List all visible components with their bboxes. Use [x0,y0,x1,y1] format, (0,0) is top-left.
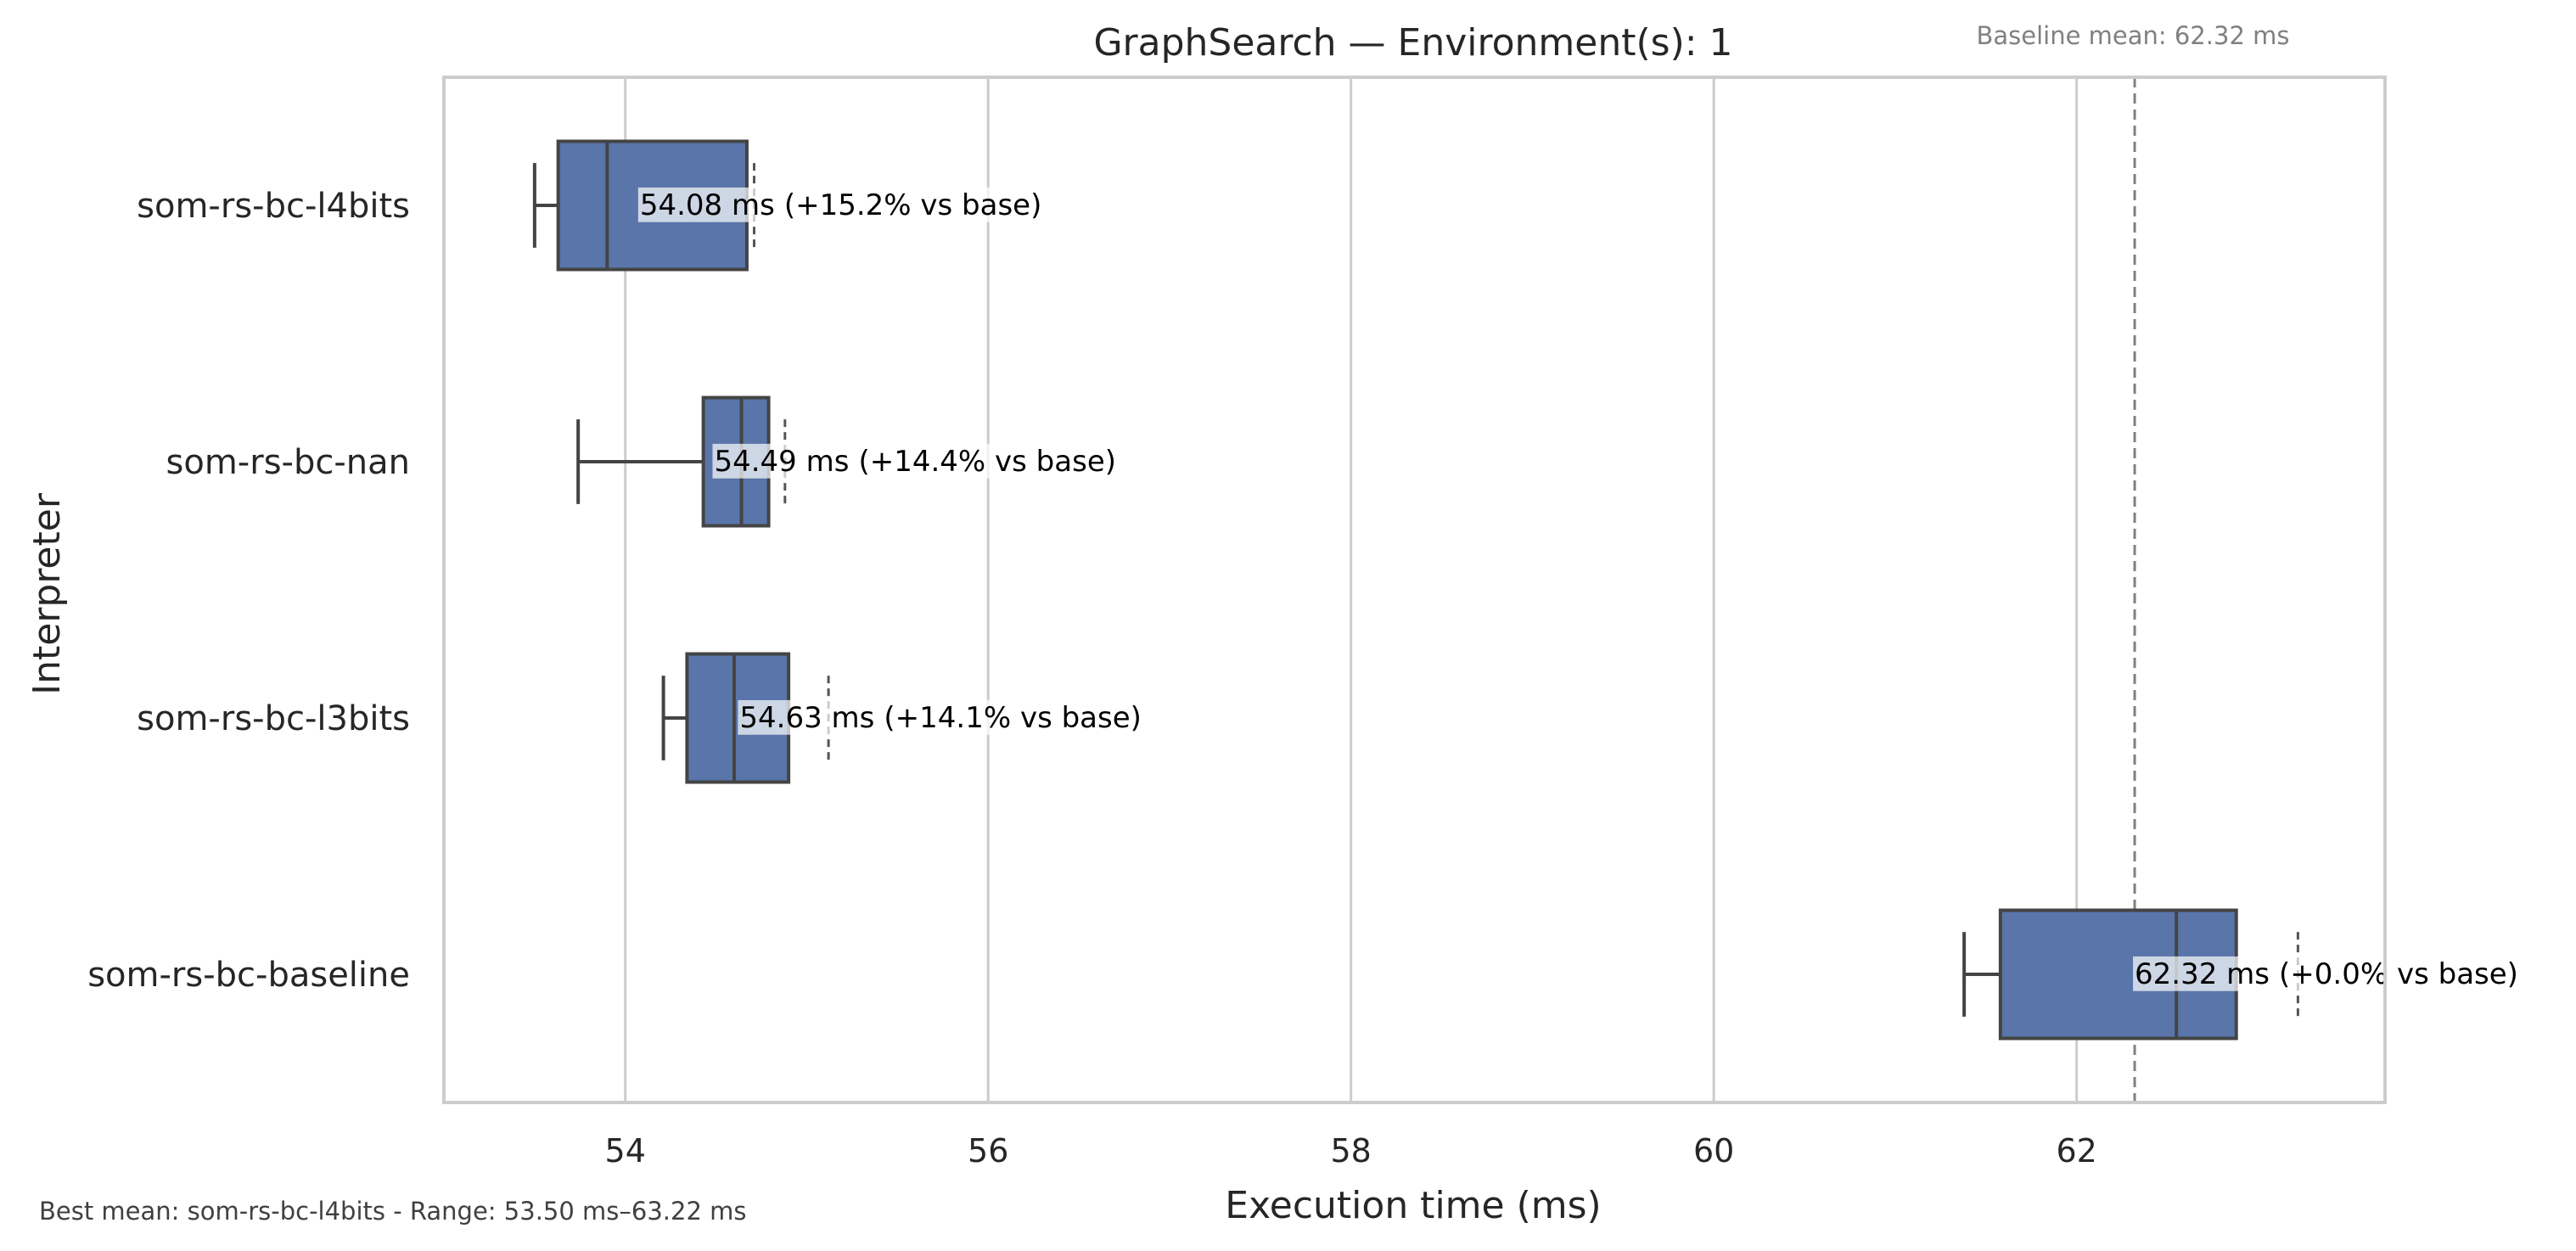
annotations-layer: 54.08 ms (+15.2% vs base) 54.49 ms (+14.4% … [637,187,2523,991]
annotation-bg-som-rs-bc-baseline [2133,956,2523,991]
footer-summary: Best mean: som-rs-bc-l4bits - Range: 53.… [39,1197,747,1226]
delta-label-som-rs-bc-baseline: (+0.0% vs base) [2279,957,2518,991]
x-tick-label-62: 62 [2056,1132,2096,1170]
y-category-labels: som-rs-bc-l4bits som-rs-bc-nan som-rs-bc-l… [87,187,410,995]
delta-label-som-rs-bc-nan: (+14.4% vs base) [858,445,1116,479]
x-axis-label: Execution time (ms) [1225,1184,1601,1227]
delta-label-som-rs-bc-l4bits: (+15.2% vs base) [784,188,1042,222]
x-tick-label-60: 60 [1693,1132,1734,1170]
y-category-label-som-rs-bc-l3bits: som-rs-bc-l3bits [137,699,410,738]
y-category-label-som-rs-bc-nan: som-rs-bc-nan [166,443,410,482]
x-tick-label-56: 56 [968,1132,1008,1170]
mean-label-som-rs-bc-l3bits: 54.63 ms [739,701,874,735]
plot-frame [442,76,2387,1104]
baseline-mean-note: Baseline mean: 62.32 ms [1977,21,2290,50]
annotation-bg-som-rs-bc-l3bits [738,699,1143,735]
x-tick-label-54: 54 [605,1132,646,1170]
delta-label-som-rs-bc-l3bits: (+14.1% vs base) [884,701,1142,735]
mean-label-som-rs-bc-nan: 54.49 ms [714,445,849,479]
x-ticks: 54 56 58 60 62 [605,1132,2097,1170]
annotation-bg-som-rs-bc-nan [712,443,1118,479]
chart-title: GraphSearch — Environment(s): 1 [1093,21,1732,65]
mean-label-som-rs-bc-l4bits: 54.08 ms [640,188,775,222]
y-category-label-som-rs-bc-l4bits: som-rs-bc-l4bits [137,187,410,226]
y-axis-label: Interpreter [25,492,69,695]
x-tick-label-58: 58 [1331,1132,1372,1170]
annotation-bg-som-rs-bc-l4bits [637,187,1044,222]
y-category-label-som-rs-bc-baseline: som-rs-bc-baseline [87,956,410,995]
mean-label-som-rs-bc-baseline: 62.32 ms [2135,957,2270,991]
